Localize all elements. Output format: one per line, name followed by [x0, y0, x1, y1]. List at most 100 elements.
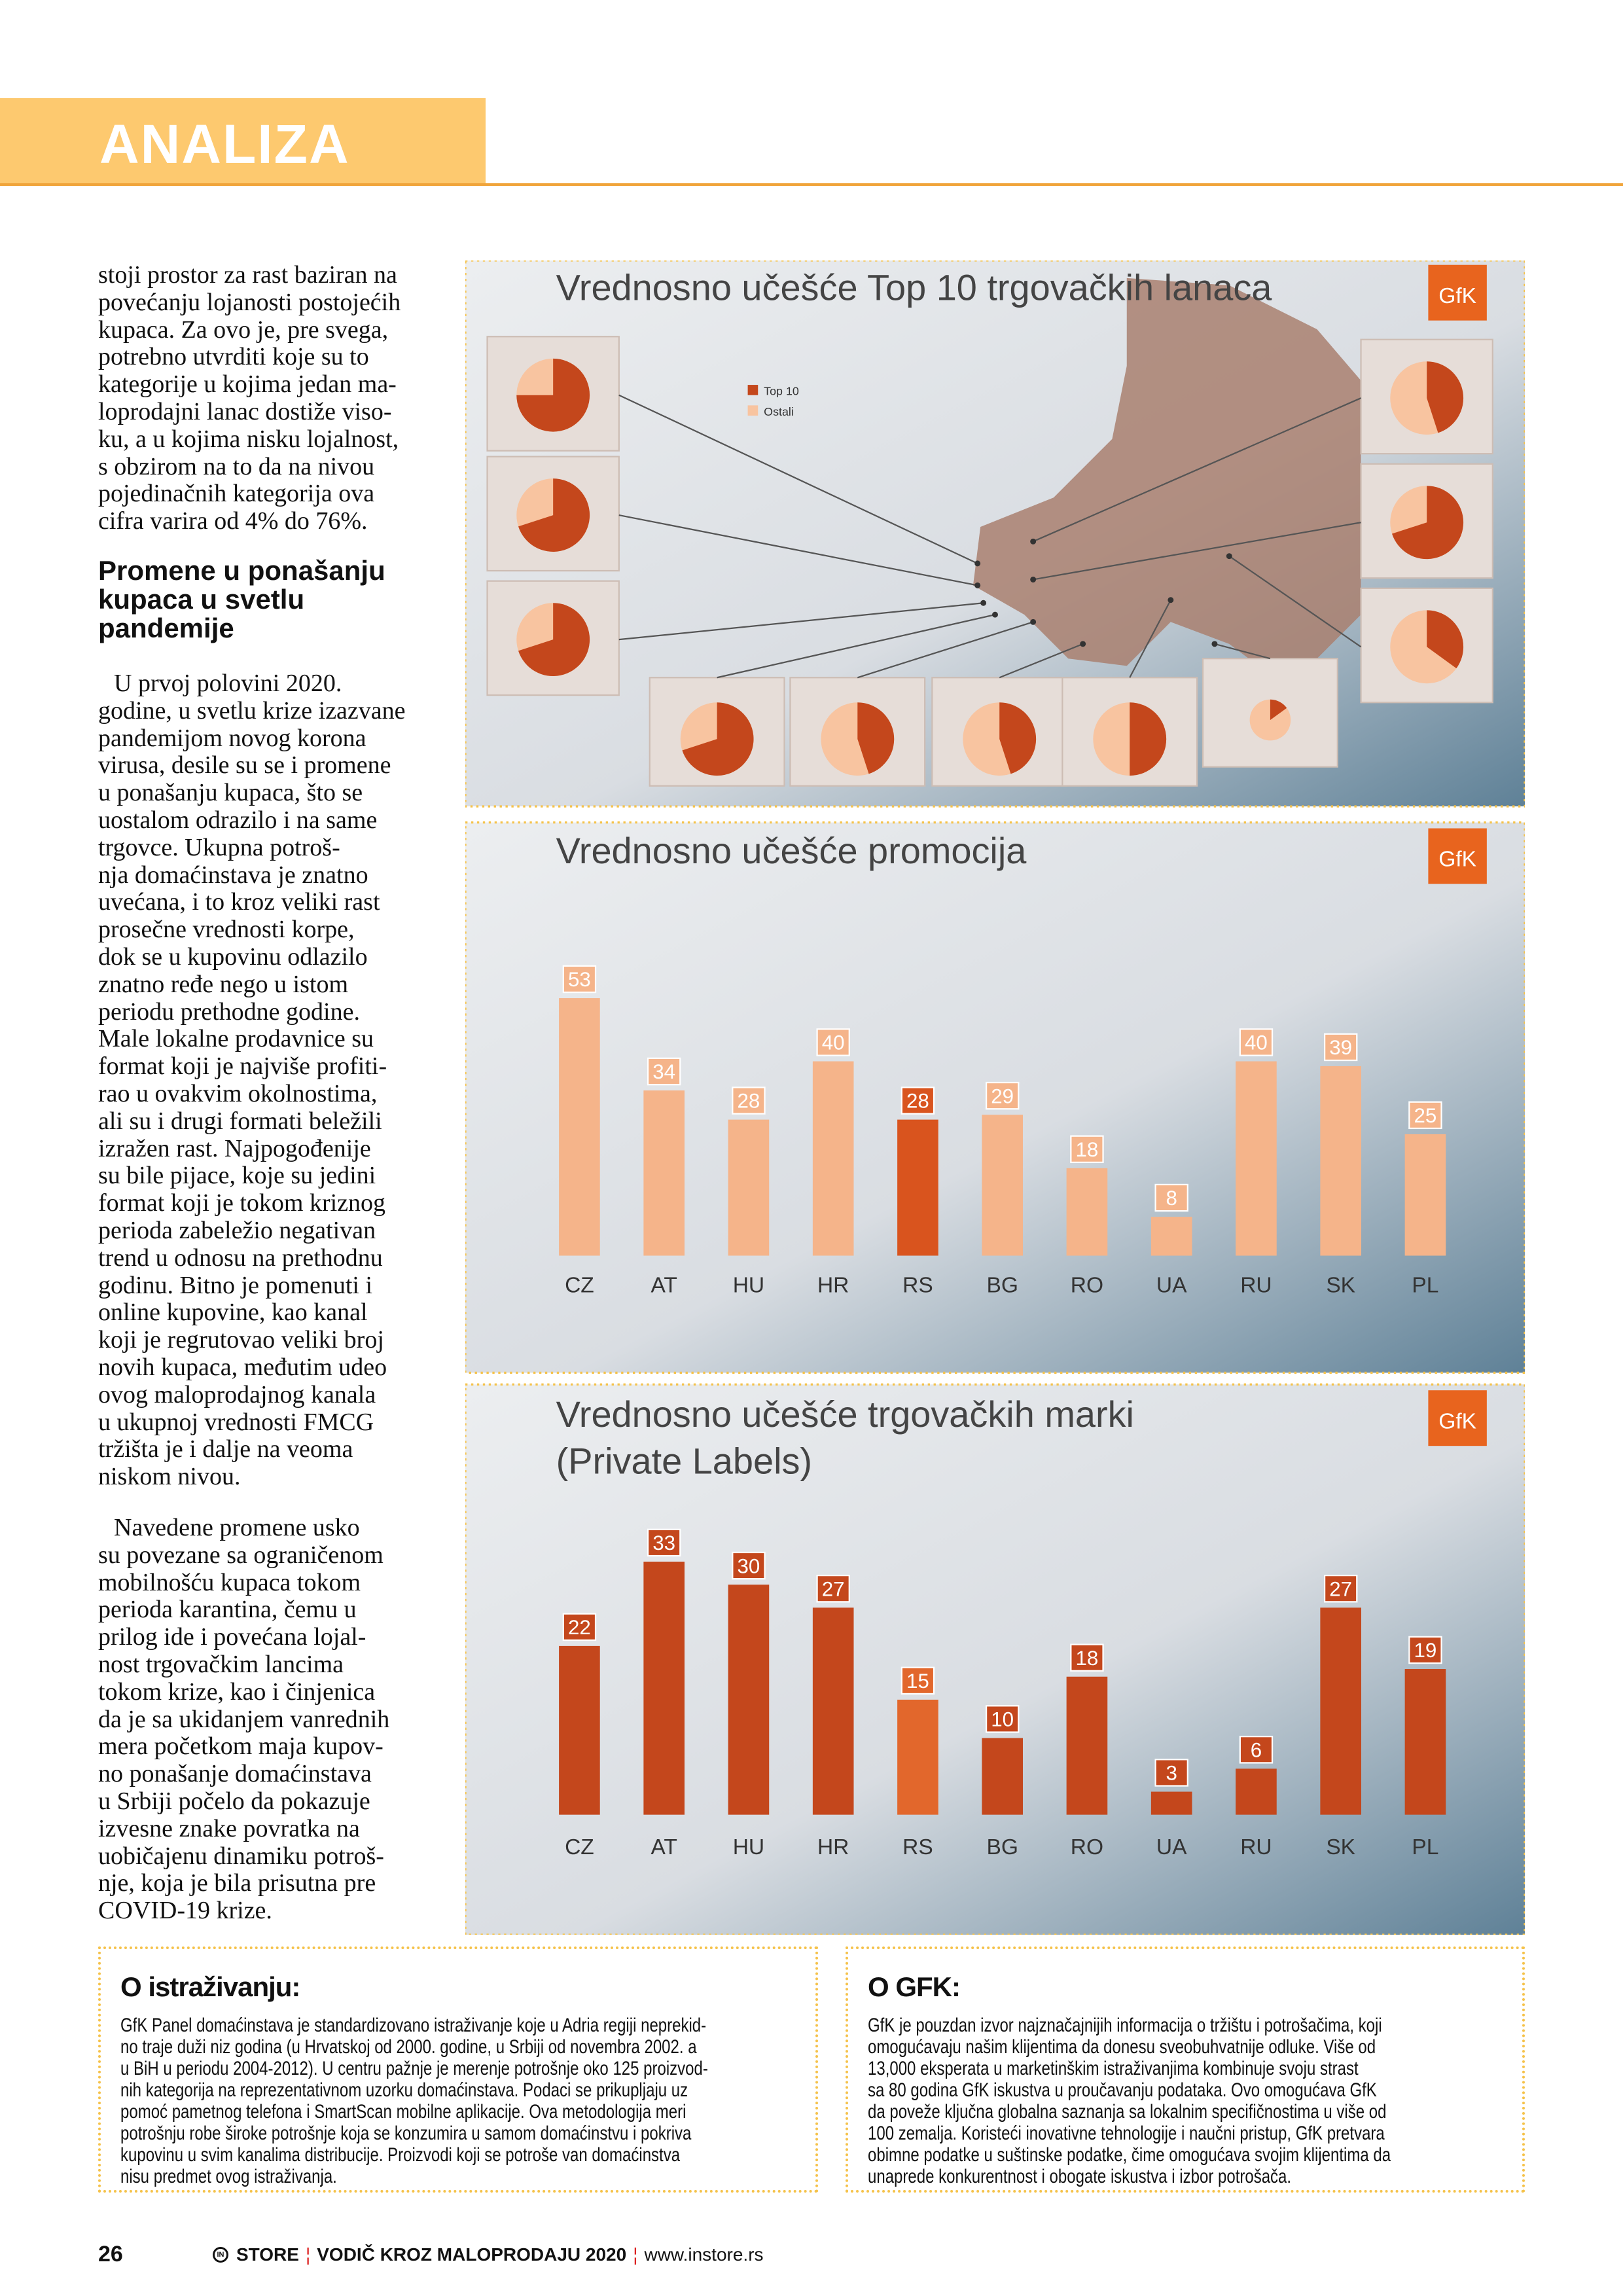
- value-label: 15: [906, 1670, 929, 1693]
- category-label: UA: [1156, 1835, 1187, 1859]
- chart-subtitle: (Private Labels): [556, 1441, 812, 1482]
- text-line: no ponašanje domaćinstava: [98, 1760, 372, 1788]
- text-line: Male lokalne prodavnice su: [98, 1025, 374, 1053]
- text-line: koji je regrutovao veliki broj: [98, 1326, 384, 1354]
- bar-cz: [559, 998, 600, 1256]
- divider: ¦: [305, 2244, 311, 2265]
- connector-line: [618, 602, 984, 641]
- map-point: [1211, 641, 1218, 647]
- text-line: povećanju lojanosti postojećih: [98, 288, 401, 316]
- connector-line: [618, 514, 978, 586]
- connector-line: [1033, 522, 1361, 581]
- text-line: periodu prethodne godine.: [98, 997, 360, 1026]
- category-label: BG: [986, 1273, 1018, 1297]
- bar-rs: [897, 1119, 938, 1256]
- value-label: 18: [1076, 1647, 1099, 1670]
- value-label-box: [647, 1528, 681, 1557]
- map-point: [974, 560, 981, 567]
- value-label: 34: [652, 1060, 675, 1083]
- bar-sk: [1320, 1607, 1361, 1815]
- value-label: 33: [652, 1532, 675, 1554]
- box-title: O GFK:: [868, 1971, 961, 2002]
- text-line: U prvoj polovini 2020.: [114, 670, 342, 697]
- bar-rs: [897, 1699, 938, 1815]
- pie-top10-slice: [516, 358, 590, 432]
- value-label: 39: [1329, 1036, 1352, 1059]
- text-line: online kupovine, kao kanal: [98, 1299, 368, 1327]
- map-point: [1030, 538, 1037, 545]
- chart-title: Vrednosno učešće promocija: [556, 830, 1027, 871]
- value-label-box: [1239, 1028, 1274, 1056]
- bar-pl: [1404, 1669, 1446, 1815]
- value-label-box: [816, 1574, 850, 1603]
- value-label: 28: [906, 1090, 929, 1113]
- publication-name: VODIČ KROZ MALOPRODAJU 2020: [317, 2244, 627, 2265]
- text-line: Navedene promene usko: [114, 1514, 360, 1541]
- text-line: ovog maloprodajnog kanala: [98, 1380, 376, 1408]
- page-footer: 26 IN STORE ¦ VODIČ KROZ MALOPRODAJU 202…: [98, 2242, 764, 2267]
- text-line: pojedinačnih kategorija ova: [98, 480, 375, 508]
- text-line: format koji je najviše profiti-: [98, 1052, 387, 1081]
- bar-bg: [982, 1115, 1023, 1256]
- text-line: omogućavaju našim klijentima da donesu s…: [868, 2036, 1376, 2058]
- text-line: niskom nivou.: [98, 1463, 241, 1491]
- chart-title: Vrednosno učešće trgovačkih marki: [556, 1393, 1134, 1435]
- text-line: Promene u ponašanju: [98, 555, 385, 586]
- value-label-box: [816, 1028, 850, 1056]
- text-line: tokom krize, kao i činjenica: [98, 1677, 376, 1706]
- bar-ua: [1150, 1217, 1192, 1256]
- text-line: potrebno utvrditi koje su to: [98, 343, 369, 371]
- pie-top10-slice: [999, 702, 1037, 774]
- text-line: pandemije: [98, 613, 234, 643]
- value-label: 8: [1166, 1187, 1177, 1210]
- text-line: GfK je pouzdan izvor najznačajnijih info…: [868, 2015, 1382, 2036]
- chart-private-labels: Vrednosno učešće trgovačkih marki (Priva…: [465, 1383, 1525, 1935]
- bar-ro: [1066, 1676, 1108, 1815]
- category-label: AT: [651, 1835, 677, 1859]
- about-gfk-box: O GFK: GfK je pouzdan izvor najznačajnij…: [846, 1946, 1525, 2193]
- value-label-box: [985, 1705, 1020, 1733]
- text-line: no traje duži niz godina (u Hrvatskoj od…: [120, 2036, 697, 2058]
- category-label: PL: [1412, 1835, 1438, 1859]
- value-label: 25: [1414, 1104, 1437, 1127]
- bar-cz: [559, 1645, 600, 1815]
- charts-panel: Vrednosno učešće Top 10 trgovačkih lanac…: [465, 260, 1525, 1935]
- category-label: SK: [1326, 1835, 1355, 1859]
- website-link[interactable]: www.instore.rs: [644, 2244, 764, 2265]
- text-line: izvesne znake povratka na: [98, 1814, 360, 1842]
- category-label: RU: [1240, 1273, 1272, 1297]
- legend-other: Ostali: [764, 405, 794, 418]
- value-label-box: [1154, 1183, 1188, 1212]
- category-label: AT: [651, 1273, 677, 1297]
- box-title: O istraživanju:: [120, 1971, 300, 2002]
- value-label: 10: [991, 1708, 1014, 1731]
- value-label: 28: [738, 1090, 760, 1113]
- text-line: tržišta je i dalje na veoma: [98, 1435, 353, 1463]
- value-label: 22: [568, 1616, 591, 1639]
- pie-top10-slice: [1427, 610, 1464, 669]
- value-label-box: [1070, 1643, 1104, 1672]
- text-line: dok se u kupovinu odlazilo: [98, 942, 368, 971]
- text-line: virusa, desile su se i promene: [98, 751, 391, 780]
- header-rule: [0, 183, 1623, 186]
- connector-line: [1228, 555, 1362, 648]
- text-line: rao u ovakvim okolnostima,: [98, 1079, 378, 1107]
- category-label: CZ: [565, 1835, 594, 1859]
- legend-top10: Top 10: [764, 385, 799, 398]
- text-line: format koji je tokom kriznog: [98, 1189, 386, 1217]
- value-label: 29: [991, 1085, 1014, 1107]
- bar-hr: [812, 1061, 854, 1256]
- connector-line: [1129, 600, 1171, 678]
- connector-line: [857, 621, 1033, 679]
- text-line: pomoć pametnog telefona i SmartScan mobi…: [120, 2101, 687, 2123]
- bar-at: [643, 1561, 685, 1815]
- connector-line: [618, 394, 978, 564]
- text-line: unaprede konkurentnost i obogate iskustv…: [868, 2166, 1292, 2187]
- value-label: 53: [568, 968, 591, 991]
- section-header-band: [0, 98, 486, 185]
- connector-line: [999, 643, 1084, 679]
- value-label-box: [1323, 1574, 1358, 1603]
- category-label: RS: [902, 1273, 933, 1297]
- gfk-logo-text: GfK: [1438, 1409, 1476, 1433]
- map-point: [1030, 576, 1037, 583]
